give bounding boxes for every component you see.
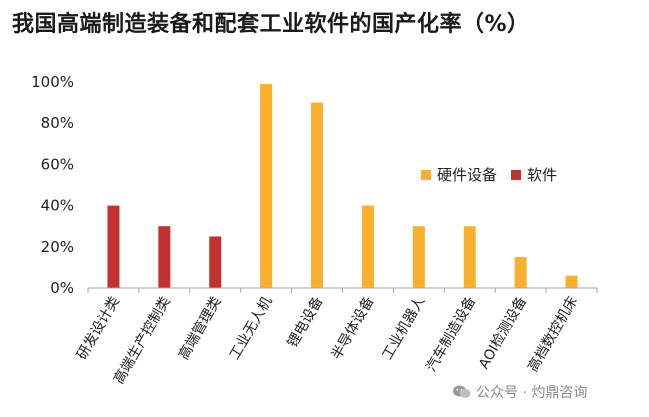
bar-hardware <box>565 275 578 288</box>
bar-hardware <box>463 226 476 288</box>
bar-hardware <box>514 257 527 288</box>
legend-label: 软件 <box>527 166 557 184</box>
legend-label: 硬件设备 <box>437 166 497 184</box>
legend-swatch <box>421 170 431 180</box>
y-axis: 0% 20% 40% 60% 80% 100% <box>31 73 74 297</box>
y-tick-label: 100% <box>31 73 74 91</box>
y-tick-label: 0% <box>50 279 74 297</box>
bar-software <box>107 205 120 288</box>
x-category-label: 工业机器人 <box>379 294 428 363</box>
bars <box>107 84 578 288</box>
watermark-text: 公众号 · 灼鼎咨询 <box>476 385 588 401</box>
y-tick-label: 60% <box>41 155 74 173</box>
x-category-label: 工业无人机 <box>227 294 276 363</box>
chart-title: 我国高端制造装备和配套工业软件的国产化率（%） <box>12 12 530 37</box>
x-category-label: 锂电设备 <box>284 294 327 351</box>
wechat-icon <box>453 385 471 398</box>
x-category-label: 高档数控机床 <box>524 294 581 375</box>
watermark: 公众号 · 灼鼎咨询 <box>452 382 587 402</box>
x-category-label: 研发设计类 <box>74 294 123 363</box>
y-tick-label: 40% <box>41 197 74 215</box>
x-category-label: 汽车制造设备 <box>422 294 479 375</box>
bar-hardware <box>361 205 374 288</box>
x-category-label: 高端管理类 <box>175 294 225 363</box>
bar-hardware <box>412 226 425 288</box>
bar-software <box>209 236 222 288</box>
y-tick-label: 80% <box>41 114 74 132</box>
x-category-label: 半导体设备 <box>328 294 378 363</box>
bar-hardware <box>311 102 324 288</box>
x-category-label: AOI检测设备 <box>475 294 530 372</box>
bar-hardware <box>260 84 273 288</box>
bar-software <box>158 226 171 288</box>
y-tick-label: 20% <box>41 238 74 256</box>
legend: 硬件设备 软件 <box>421 166 557 184</box>
legend-swatch <box>511 170 521 180</box>
